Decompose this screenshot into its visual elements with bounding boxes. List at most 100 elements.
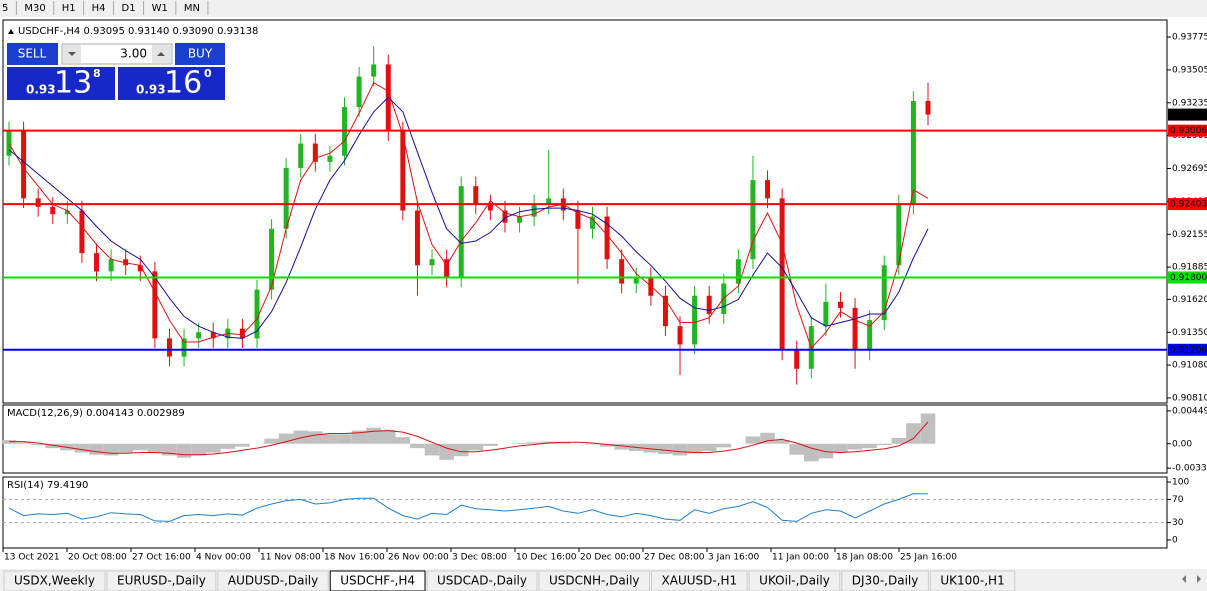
price-level-label: 0.92403 bbox=[1170, 200, 1207, 210]
macd-bar bbox=[278, 433, 294, 444]
candle-body bbox=[123, 259, 129, 266]
macd-bar bbox=[439, 443, 454, 460]
sell-price-pips: 13 bbox=[54, 66, 92, 101]
tab[interactable] bbox=[651, 570, 748, 591]
tab[interactable] bbox=[841, 570, 929, 591]
x-tick-label: 11 Jan 00:00 bbox=[772, 553, 829, 563]
lots-input[interactable] bbox=[61, 43, 173, 65]
macd-bar bbox=[45, 443, 61, 449]
candle-body bbox=[356, 76, 362, 108]
x-tick-label: 18 Nov 16:00 bbox=[324, 553, 385, 563]
macd-bar bbox=[468, 443, 484, 451]
macd-bar bbox=[308, 431, 323, 444]
tab[interactable] bbox=[929, 570, 1016, 591]
candle-body bbox=[896, 204, 902, 266]
x-tick-label: 27 Dec 08:00 bbox=[644, 553, 705, 563]
candle-body bbox=[867, 320, 873, 351]
candle-body bbox=[750, 180, 756, 260]
rsi-frame bbox=[2, 476, 1168, 549]
tab[interactable] bbox=[3, 570, 106, 591]
y-tick-label: 0.90810 bbox=[1172, 394, 1207, 404]
macd-title: MACD(12,26,9) 0.004143 0.002989 bbox=[7, 408, 185, 419]
timeframe-button[interactable]: MN bbox=[184, 3, 200, 14]
macd-bar bbox=[366, 427, 381, 444]
macd-bar bbox=[322, 434, 338, 444]
macd-bar bbox=[220, 443, 236, 449]
macd-bar bbox=[103, 443, 119, 456]
y-tick-label: 0.91885 bbox=[1172, 263, 1207, 273]
plots: 0.937750.935050.932350.929650.926950.924… bbox=[1, 26, 1207, 563]
candle-body bbox=[881, 265, 887, 321]
macd-bar bbox=[380, 429, 396, 444]
candle-body bbox=[735, 259, 741, 284]
tab-label: USDCHF-,H4 bbox=[340, 574, 415, 588]
macd-bar bbox=[643, 443, 659, 453]
timeframe-button[interactable]: M30 bbox=[24, 3, 45, 14]
candle-body bbox=[298, 143, 304, 168]
candle-body bbox=[35, 198, 41, 207]
y-tick-label: 100 bbox=[1172, 477, 1189, 487]
candle-body bbox=[196, 332, 202, 339]
current-price-label: 0.93138 bbox=[1170, 110, 1207, 120]
candle-body bbox=[458, 186, 464, 278]
buy-button[interactable] bbox=[175, 43, 225, 65]
candle-body bbox=[254, 289, 260, 339]
price-level-tag bbox=[1168, 198, 1207, 211]
timeframe-button[interactable]: H4 bbox=[92, 3, 106, 14]
tab-label: UK100-,H1 bbox=[940, 574, 1004, 588]
timeframe-button[interactable]: H1 bbox=[62, 3, 76, 14]
tab[interactable] bbox=[106, 570, 217, 591]
current-price-tag bbox=[1168, 108, 1207, 121]
macd-bar bbox=[351, 430, 367, 444]
candle-body bbox=[794, 350, 800, 369]
candle-body bbox=[429, 259, 435, 266]
candle-body bbox=[94, 253, 100, 272]
tab[interactable] bbox=[217, 570, 329, 591]
macd-frame bbox=[2, 404, 1168, 474]
macd-bar bbox=[147, 443, 163, 453]
toolbar bbox=[0, 0, 1207, 17]
timeframe-button[interactable]: W1 bbox=[152, 3, 168, 14]
macd-bar bbox=[585, 443, 600, 445]
y-tick-label: 30 bbox=[1172, 518, 1184, 528]
buy-price-frac: 0 bbox=[204, 67, 212, 80]
timeframe-button[interactable]: D1 bbox=[122, 3, 136, 14]
price-level-tag bbox=[1168, 271, 1207, 284]
tab[interactable] bbox=[329, 570, 426, 591]
sell-price-box[interactable] bbox=[7, 67, 115, 100]
main-frame bbox=[2, 19, 1168, 404]
macd-bar bbox=[205, 443, 221, 453]
y-tick-label: 0.93505 bbox=[1172, 65, 1207, 75]
sell-label: SELL bbox=[18, 47, 47, 61]
candle-body bbox=[79, 210, 85, 254]
x-tick-label: 18 Jan 08:00 bbox=[836, 553, 893, 563]
macd-bar bbox=[804, 443, 819, 462]
macd-bar bbox=[745, 436, 761, 444]
candle-body bbox=[327, 155, 333, 162]
timeframe-button[interactable]: 5 bbox=[2, 3, 8, 14]
candle-body bbox=[837, 301, 843, 308]
y-tick-label: 0.91620 bbox=[1172, 295, 1207, 305]
macd-bar bbox=[920, 413, 936, 444]
candle-body bbox=[546, 198, 552, 205]
x-tick-label: 11 Nov 08:00 bbox=[260, 553, 321, 563]
macd-bar bbox=[891, 437, 907, 444]
candle-body bbox=[910, 100, 916, 205]
candle-body bbox=[531, 204, 537, 217]
y-tick-label: 0.93235 bbox=[1172, 98, 1207, 108]
tab[interactable] bbox=[538, 570, 651, 591]
candle-body bbox=[181, 338, 187, 357]
buy-price-box[interactable] bbox=[118, 67, 225, 100]
candle-body bbox=[50, 206, 56, 215]
candle-body bbox=[312, 143, 318, 162]
candle-body bbox=[706, 295, 712, 315]
macd-bar bbox=[701, 443, 717, 452]
tab[interactable] bbox=[748, 570, 841, 591]
tab[interactable] bbox=[426, 570, 538, 591]
sell-button[interactable] bbox=[7, 43, 58, 65]
x-tick-label: 20 Oct 08:00 bbox=[68, 553, 127, 563]
timeframe-bar: 5 M30 H1 H4 D1 W1 MN bbox=[2, 1, 209, 15]
macd-bar bbox=[1, 440, 17, 444]
macd-bar bbox=[614, 443, 629, 450]
candle-body bbox=[473, 186, 479, 205]
